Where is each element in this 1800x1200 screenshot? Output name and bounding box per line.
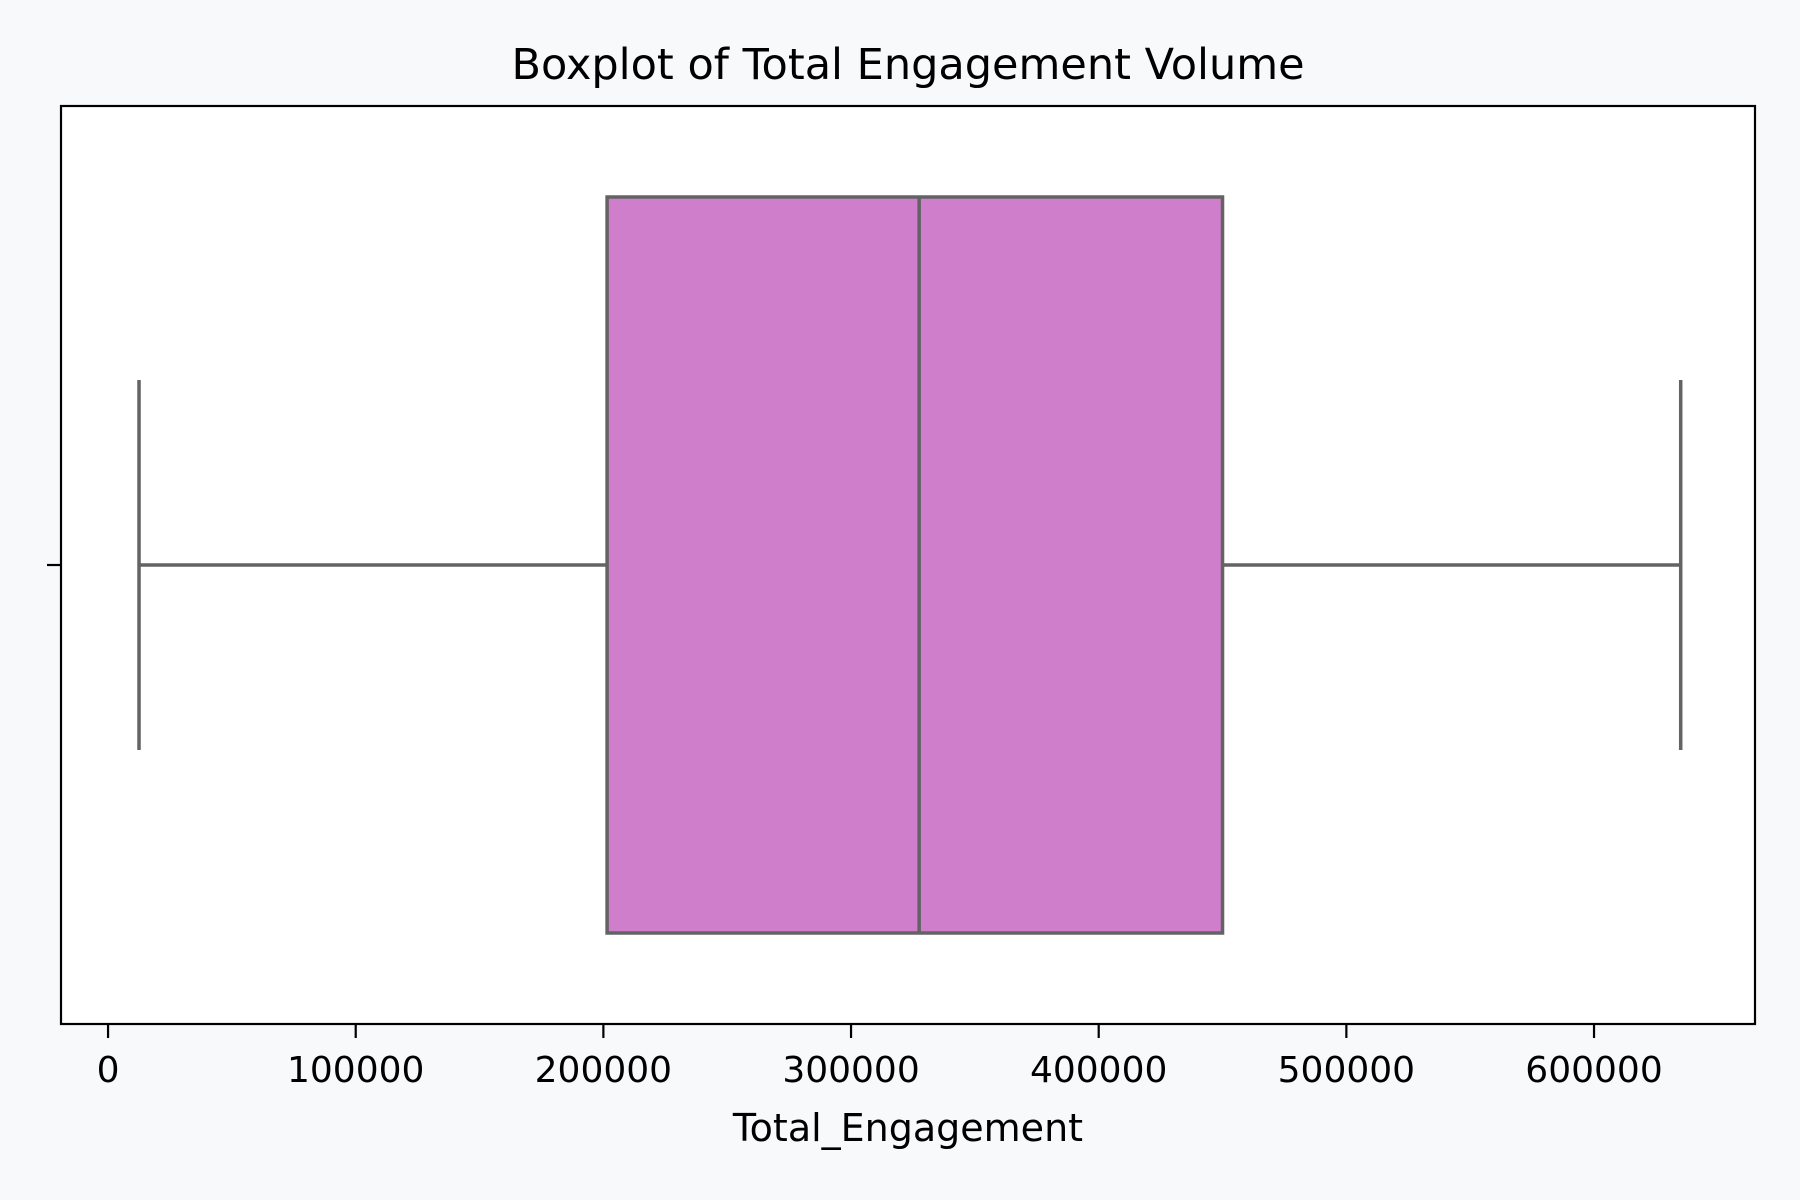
x-axis-label: Total_Engagement — [732, 1106, 1083, 1150]
x-tick-label: 0 — [97, 1050, 120, 1091]
x-tick-label: 100000 — [287, 1050, 424, 1091]
x-axis-ticks: 0 100000 200000 300000 400000 500000 600000 — [97, 1024, 1663, 1091]
iqr-box — [605, 195, 1225, 935]
x-tick-label: 400000 — [1030, 1050, 1167, 1091]
x-tick-label: 300000 — [782, 1050, 919, 1091]
x-tick-label: 200000 — [535, 1050, 672, 1091]
chart-title: Boxplot of Total Engagement Volume — [511, 40, 1304, 90]
box-marks — [137, 195, 1683, 935]
x-tick-label: 600000 — [1525, 1050, 1662, 1091]
x-tick-label: 500000 — [1278, 1050, 1415, 1091]
